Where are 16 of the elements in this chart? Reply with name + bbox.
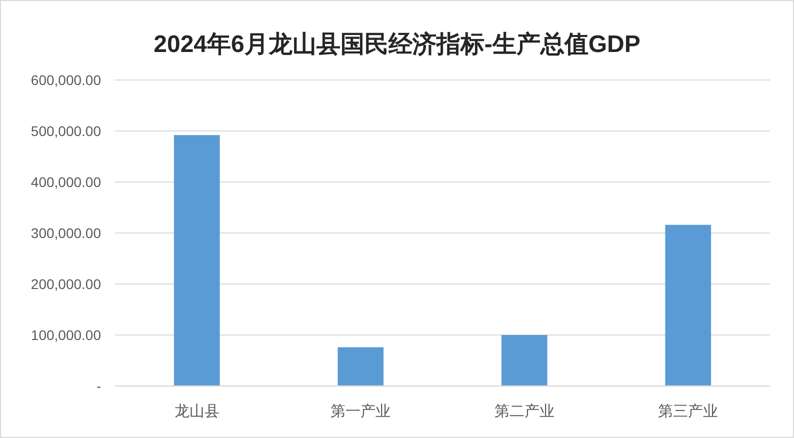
- bar: [501, 335, 548, 386]
- y-tick-label: 200,000.00: [30, 276, 102, 292]
- chart-title: 2024年6月龙山县国民经济指标-生产总值GDP: [154, 31, 640, 58]
- y-tick-label: -: [96, 378, 102, 394]
- y-tick-label: 400,000.00: [30, 174, 102, 190]
- x-tick-label: 第一产业: [330, 403, 391, 420]
- x-tick-label: 龙山县: [174, 403, 220, 420]
- x-tick-label: 第三产业: [658, 403, 718, 420]
- bar: [665, 224, 712, 386]
- bar: [174, 135, 220, 386]
- y-tick-label: 600,000.00: [30, 72, 102, 88]
- y-tick-label: 500,000.00: [30, 123, 102, 139]
- x-tick-label: 第二产业: [494, 403, 554, 420]
- y-tick-label: 300,000.00: [30, 225, 102, 241]
- bar: [338, 347, 384, 386]
- y-tick-label: 100,000.00: [30, 327, 102, 343]
